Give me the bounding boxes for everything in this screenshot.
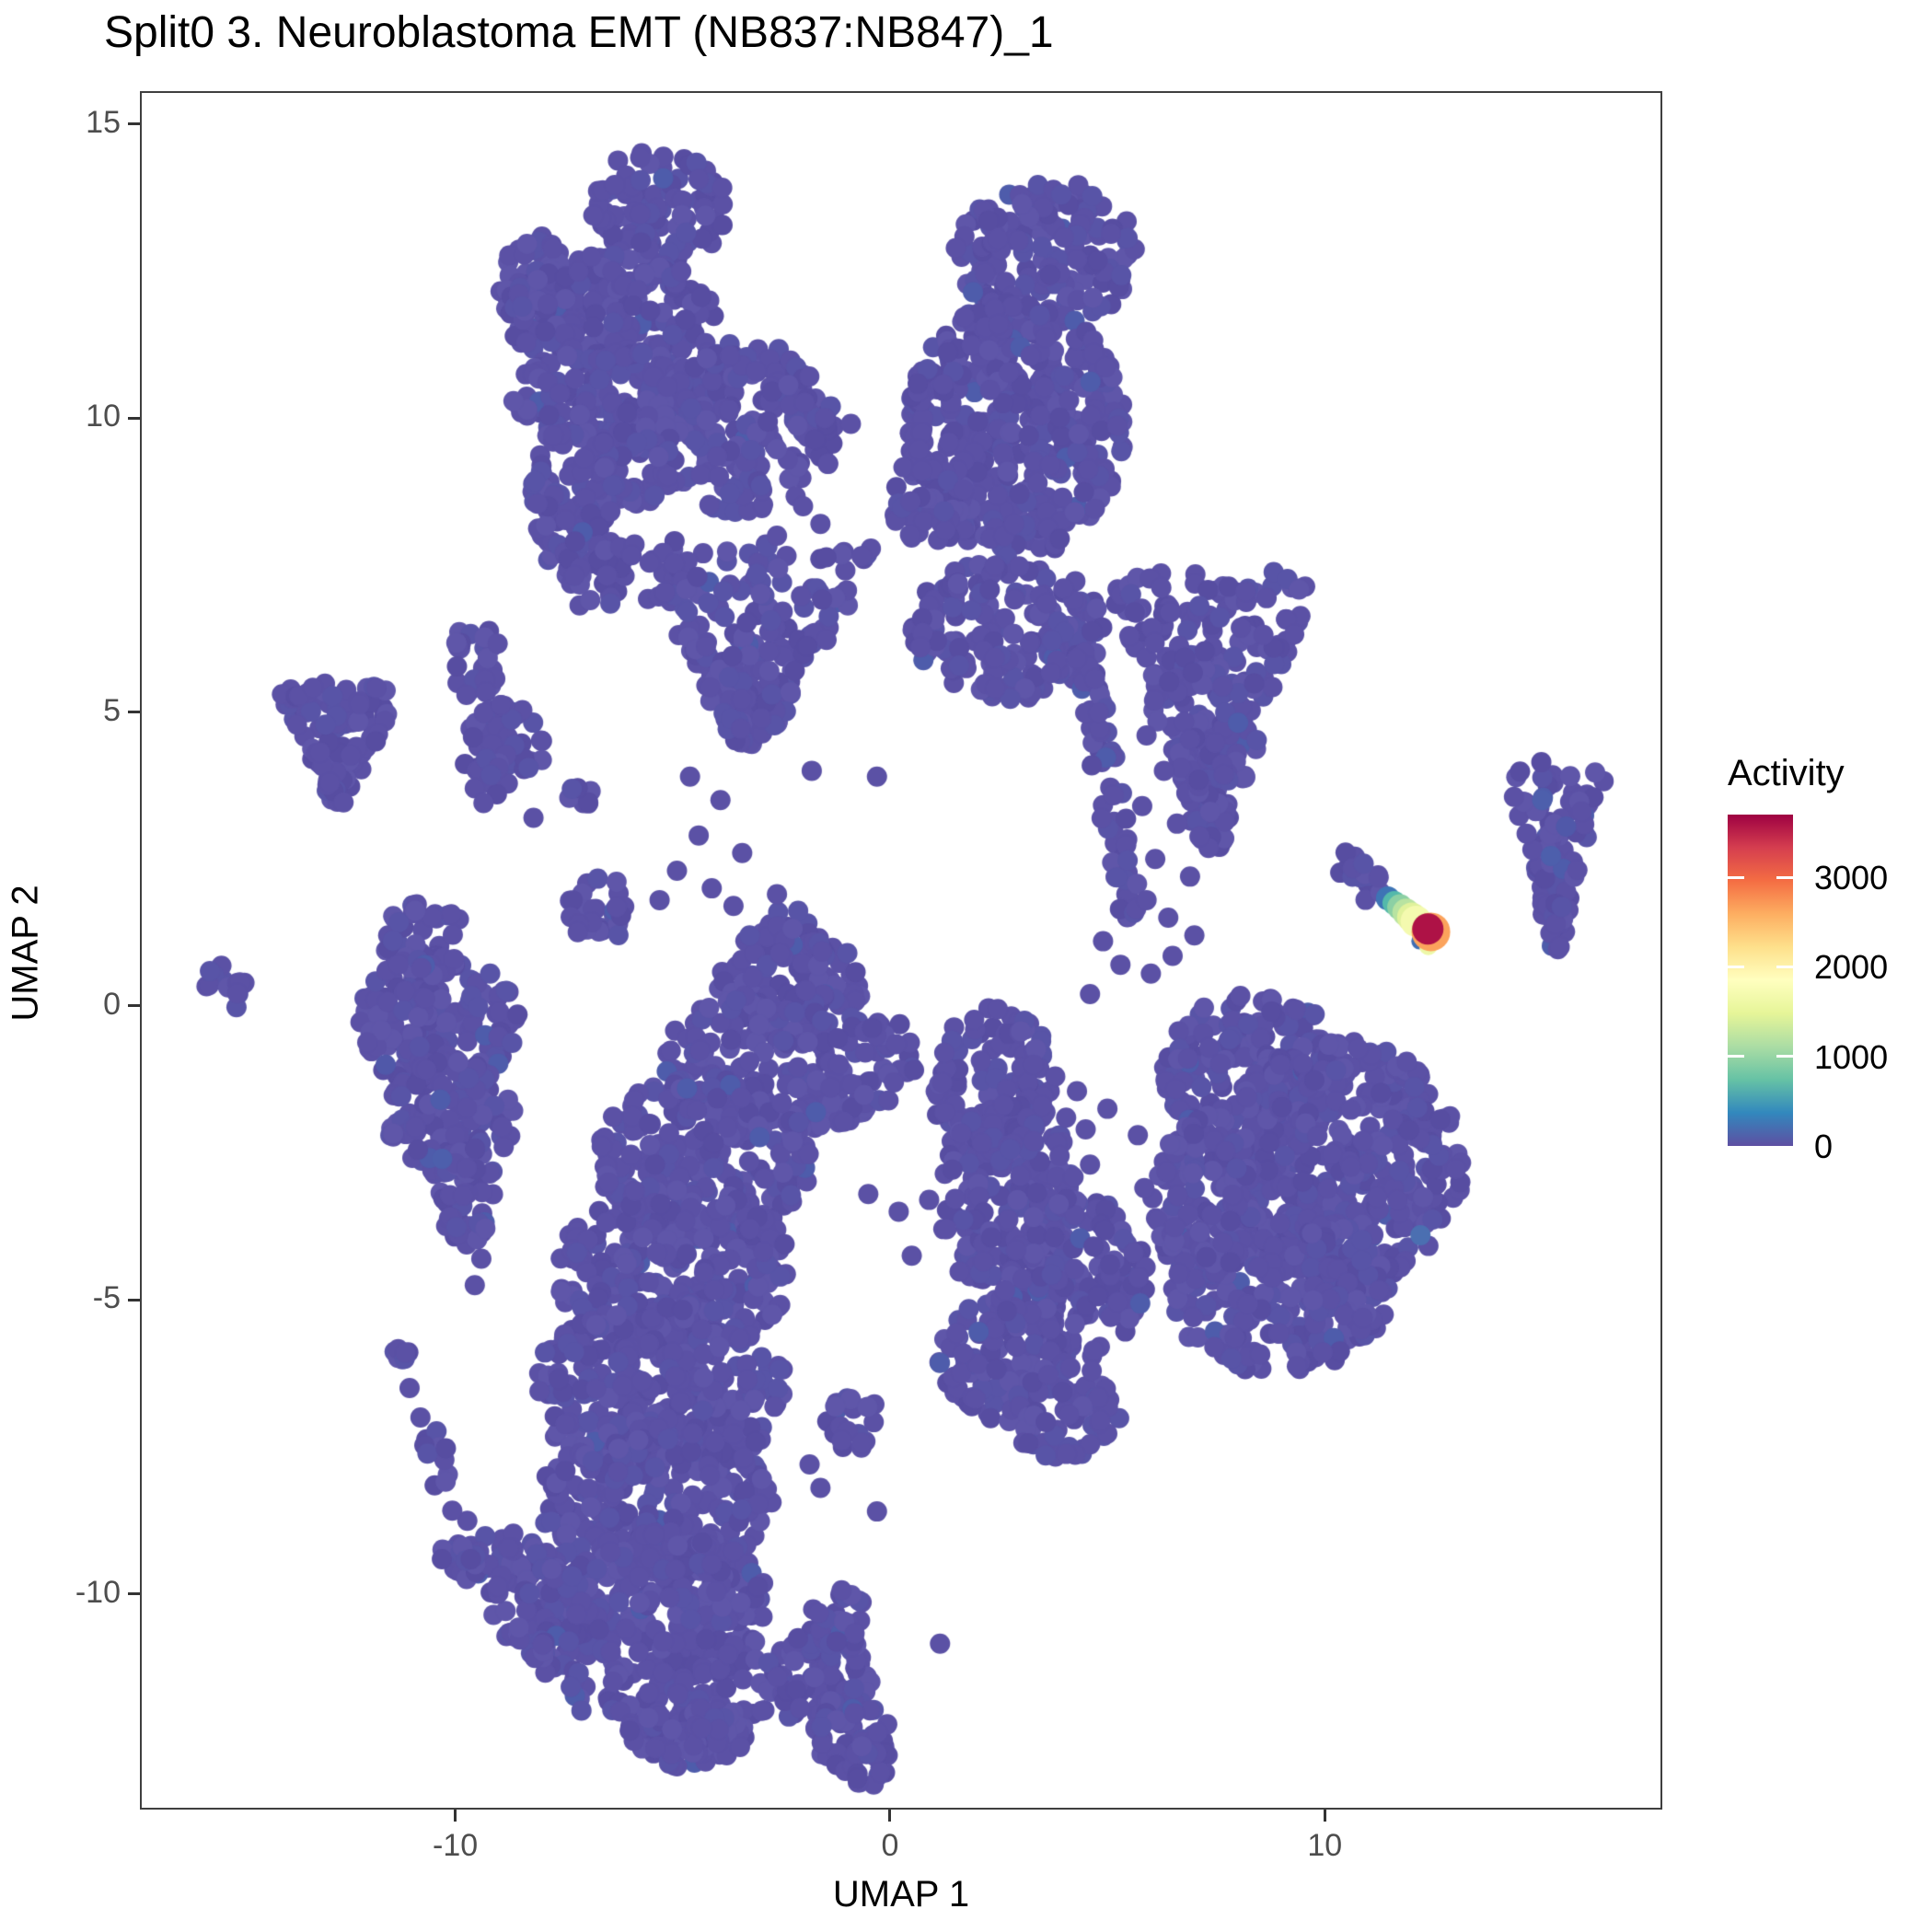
legend-tick-label: 2000 [1814, 948, 1889, 987]
y-tick-label: 10 [86, 399, 121, 434]
y-tick-label: -10 [75, 1574, 121, 1610]
legend-tick-label: 3000 [1814, 859, 1889, 897]
y-axis-title: UMAP 2 [5, 885, 46, 1022]
legend-title: Activity [1728, 753, 1845, 793]
x-tick-label: 0 [881, 1828, 899, 1863]
plot-panel [140, 91, 1662, 1810]
x-tick-mark [888, 1810, 892, 1822]
y-tick-label: -5 [92, 1280, 121, 1316]
legend-tick-label: 1000 [1814, 1037, 1889, 1076]
legend-tick-label: 0 [1814, 1128, 1834, 1165]
y-tick-mark [128, 1004, 140, 1008]
x-axis-title: UMAP 1 [832, 1874, 970, 1915]
y-tick-label: 5 [103, 692, 121, 728]
y-tick-mark [128, 122, 140, 126]
x-tick-mark [454, 1810, 457, 1822]
y-tick-mark [128, 1592, 140, 1596]
scatter-points-canvas [142, 93, 1660, 1808]
legend-colorbar-tick [1776, 965, 1793, 968]
y-tick-mark [128, 416, 140, 420]
y-tick-mark [128, 711, 140, 714]
legend-colorbar-tick [1728, 875, 1744, 879]
legend-colorbar-tick [1728, 1055, 1744, 1059]
plot-title: Split0 3. Neuroblastoma EMT (NB837:NB847… [104, 8, 1054, 57]
legend-colorbar [1728, 815, 1793, 1146]
x-tick-mark [1323, 1810, 1326, 1822]
y-tick-label: 0 [103, 986, 121, 1022]
legend-colorbar-tick [1728, 965, 1744, 968]
legend-colorbar-tick [1776, 1055, 1793, 1059]
legend-colorbar-tick [1776, 875, 1793, 879]
x-tick-label: -10 [433, 1828, 479, 1863]
y-tick-label: 15 [86, 104, 121, 140]
y-tick-mark [128, 1298, 140, 1301]
x-tick-label: 10 [1307, 1828, 1343, 1863]
